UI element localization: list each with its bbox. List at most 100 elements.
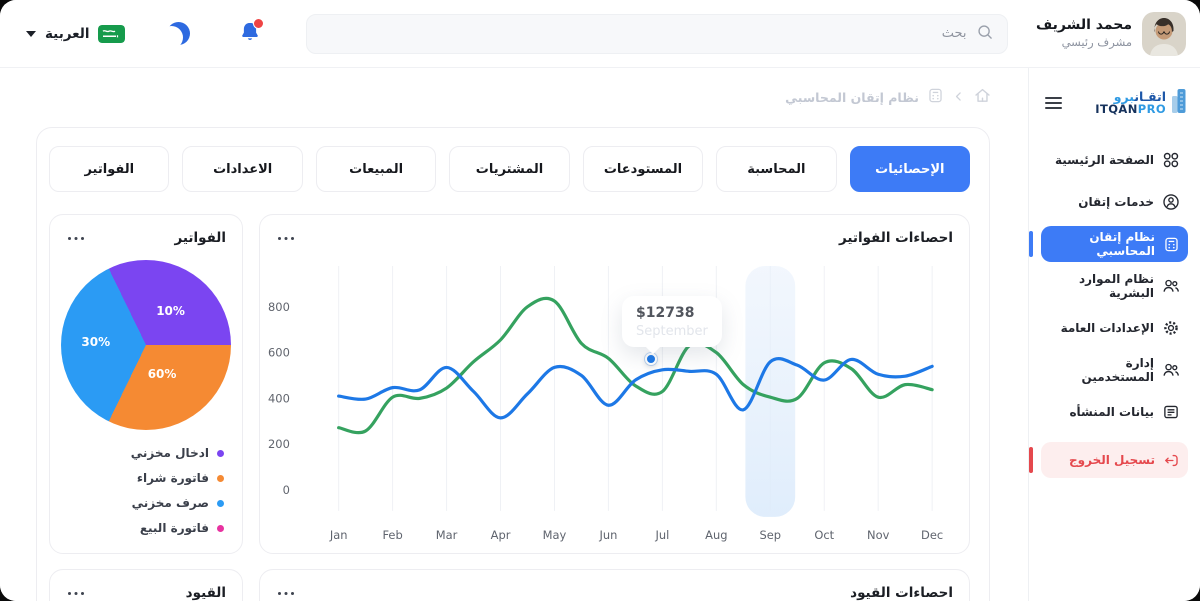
- pie-chart: [61, 260, 231, 430]
- users-icon: [1162, 277, 1180, 295]
- tab-purchases[interactable]: المشتريات: [449, 146, 570, 192]
- tooltip-label: September: [636, 324, 708, 339]
- card-menu-icon[interactable]: [66, 587, 88, 599]
- card-title: احصاءات الفواتير: [838, 230, 953, 246]
- saudi-flag-icon: [98, 24, 126, 43]
- legend-item: فاتورة البيع: [62, 521, 224, 535]
- svg-text:May: May: [543, 528, 567, 542]
- pie-label: 10%: [156, 304, 185, 319]
- sidebar-item-itqan-services[interactable]: خدمات إتقان: [1041, 184, 1188, 220]
- building-icon: [1171, 88, 1186, 118]
- dark-mode-toggle[interactable]: [167, 22, 190, 45]
- entries-pie-card: القيود: [49, 569, 243, 601]
- sidebar-item-general-settings[interactable]: الإعدادات العامة: [1041, 310, 1188, 346]
- avatar: [1142, 11, 1186, 56]
- invoices-stats-card: احصاءات الفواتير 0 200 400 600 800 Jan Feb Mar A…: [259, 214, 970, 554]
- invoices-pie-card: الفواتير 10% 60% 30% ادخال مخزني فاتورة …: [49, 214, 243, 554]
- sidebar-item-establishment-data[interactable]: بيانات المنشأه: [1041, 394, 1188, 430]
- svg-text:Nov: Nov: [867, 528, 890, 542]
- svg-text:Oct: Oct: [814, 528, 834, 542]
- notification-badge: [253, 18, 265, 29]
- chart-tooltip: $12738 September: [622, 296, 722, 347]
- tab-invoices[interactable]: الفواتير: [49, 146, 170, 192]
- tooltip-value: $12738: [636, 305, 695, 321]
- topbar: العربية محمد الشريف مشرف رئيسي: [0, 0, 1200, 68]
- svg-text:600: 600: [268, 346, 290, 360]
- users-icon: [1162, 361, 1180, 379]
- entries-stats-card: احصاءات القيود: [259, 569, 970, 601]
- logout-indicator: [1029, 447, 1033, 473]
- search-input[interactable]: [320, 25, 969, 42]
- person-circle-icon: [1162, 193, 1180, 211]
- card-title: الفواتير: [174, 230, 226, 246]
- tab-sales[interactable]: المبيعات: [315, 146, 437, 192]
- search-icon: [976, 23, 994, 45]
- id-card-icon: [1162, 403, 1180, 421]
- logout-button[interactable]: تسجيل الخروج: [1029, 442, 1188, 478]
- svg-text:Sep: Sep: [760, 528, 782, 542]
- sidebar: اتقـانبرو ITQANPRO الصفحة الرئيسية خدمات…: [1028, 68, 1200, 601]
- logout-icon: [1163, 452, 1180, 469]
- moon-icon: [167, 22, 190, 45]
- line-chart-svg: 0 200 400 600 800 Jan Feb Mar Apr May Jun Jul Aug Sep…: [268, 265, 943, 542]
- legend-item: ادخال مخزني: [62, 446, 224, 460]
- breadcrumb: نظام إتقان المحاسبي: [0, 68, 1028, 127]
- content-panel: الإحصائيات المحاسبة المستودعات المشتريات…: [36, 127, 990, 601]
- menu-toggle-button[interactable]: [1043, 93, 1064, 113]
- language-label: العربية: [45, 25, 90, 42]
- main-content: نظام إتقان المحاسبي الإحصائيات المحاسبة …: [0, 68, 1028, 601]
- sidebar-item-accounting-system[interactable]: نظام إتقان المحاسبي: [1029, 226, 1188, 262]
- calculator-icon: [927, 87, 944, 108]
- tab-statistics[interactable]: الإحصائيات: [849, 146, 970, 192]
- chevron-down-icon: [26, 30, 36, 37]
- tab-warehouses[interactable]: المستودعات: [582, 146, 704, 192]
- svg-text:Aug: Aug: [705, 528, 727, 542]
- svg-text:Jul: Jul: [654, 528, 669, 542]
- svg-text:0: 0: [283, 483, 290, 497]
- invoices-line-chart: 0 200 400 600 800 Jan Feb Mar Apr May Jun Jul Aug Sep…: [260, 252, 969, 552]
- gear-icon: [1162, 319, 1180, 337]
- user-menu[interactable]: محمد الشريف مشرف رئيسي: [1035, 11, 1186, 56]
- user-role: مشرف رئيسي: [1061, 34, 1132, 49]
- sidebar-item-hr-system[interactable]: نظام الموارد البشرية: [1041, 268, 1188, 304]
- invoices-pie: 10% 60% 30%: [61, 260, 231, 430]
- logo-arabic: اتقـانبرو: [1113, 88, 1166, 104]
- user-name: محمد الشريف: [1035, 17, 1132, 34]
- card-menu-icon[interactable]: [66, 232, 88, 244]
- calculator-icon: [1163, 236, 1180, 253]
- svg-text:Jun: Jun: [598, 528, 617, 542]
- search-box: [306, 13, 1009, 54]
- language-selector[interactable]: العربية: [26, 24, 126, 43]
- sidebar-item-user-management[interactable]: إدارة المستخدمين: [1041, 352, 1188, 388]
- svg-text:Dec: Dec: [921, 528, 943, 542]
- svg-text:Feb: Feb: [382, 528, 402, 542]
- tab-bar: الإحصائيات المحاسبة المستودعات المشتريات…: [49, 146, 970, 192]
- pie-legend: ادخال مخزني فاتورة شراء صرف مخزني فاتورة…: [50, 444, 242, 549]
- notifications-button[interactable]: [238, 18, 265, 47]
- pie-label: 30%: [81, 334, 111, 349]
- card-menu-icon[interactable]: [276, 232, 298, 244]
- dashboard-icon: [1162, 151, 1180, 169]
- home-icon[interactable]: [973, 86, 992, 109]
- breadcrumb-current: نظام إتقان المحاسبي: [785, 90, 919, 105]
- tab-settings[interactable]: الاعدادات: [182, 146, 303, 192]
- card-title: القيود: [185, 585, 226, 601]
- legend-item: فاتورة شراء: [62, 471, 224, 485]
- tooltip-point: [645, 353, 657, 365]
- sidebar-item-home[interactable]: الصفحة الرئيسية: [1041, 142, 1188, 178]
- legend-item: صرف مخزني: [62, 496, 224, 510]
- active-indicator: [1029, 231, 1033, 257]
- logo-latin: ITQANPRO: [1095, 102, 1166, 116]
- itqanpro-logo[interactable]: اتقـانبرو ITQANPRO: [1095, 88, 1186, 118]
- card-title: احصاءات القيود: [850, 585, 953, 601]
- svg-text:Apr: Apr: [491, 528, 511, 542]
- svg-text:Mar: Mar: [436, 528, 458, 542]
- svg-text:800: 800: [268, 300, 290, 314]
- pie-label: 60%: [147, 367, 177, 382]
- sidebar-menu: الصفحة الرئيسية خدمات إتقان نظام إتقان ا…: [1029, 142, 1188, 478]
- svg-text:400: 400: [268, 391, 290, 405]
- card-menu-icon[interactable]: [276, 587, 298, 599]
- tab-accounting[interactable]: المحاسبة: [716, 146, 837, 192]
- svg-text:200: 200: [268, 437, 290, 451]
